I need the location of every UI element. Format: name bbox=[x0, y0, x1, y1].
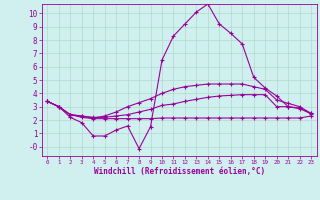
X-axis label: Windchill (Refroidissement éolien,°C): Windchill (Refroidissement éolien,°C) bbox=[94, 167, 265, 176]
